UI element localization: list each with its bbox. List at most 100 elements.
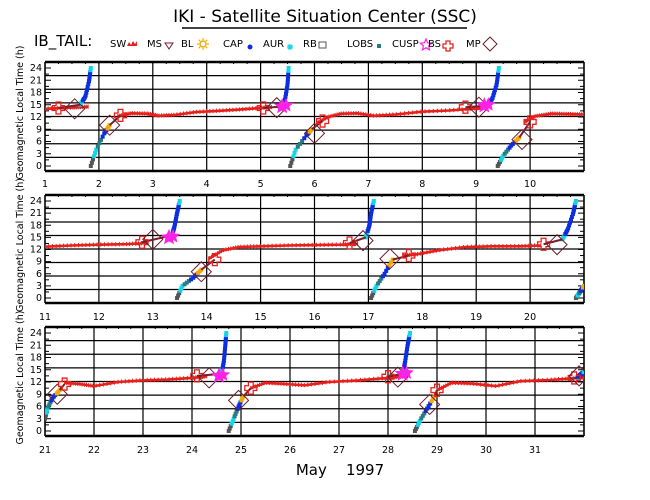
y-axis-title: Geomagnetic Local Time (h)	[15, 311, 26, 445]
cap-point	[365, 228, 370, 233]
cap-point	[286, 71, 291, 76]
x-tick-label: 15	[255, 312, 267, 323]
cap-point	[493, 85, 498, 90]
x-tick-label: 2	[96, 179, 102, 190]
lobs-point	[46, 404, 51, 409]
cap-point	[222, 349, 227, 354]
legend: SW MS BL CAP AUR RB LOBS CUSP BS MP	[110, 36, 498, 52]
bs-marker	[51, 101, 66, 115]
aur-symbol-stroke	[287, 44, 293, 50]
cap-point	[367, 220, 372, 225]
cap-point	[494, 80, 499, 85]
mp-marker	[63, 98, 86, 120]
cap-point	[285, 83, 290, 88]
cap-point	[86, 79, 91, 84]
aur-point	[573, 201, 578, 206]
sw-symbol-icon	[127, 41, 137, 46]
legend-item-mp: MP	[466, 36, 498, 52]
cap-point	[223, 337, 228, 342]
lobs-point	[186, 279, 191, 284]
y-tick-label: 24	[30, 328, 42, 339]
mp-marker	[568, 365, 584, 387]
bl-point	[239, 398, 244, 403]
cap-point	[566, 226, 571, 231]
bl-symbol-icon	[197, 38, 209, 50]
x-tick-label: 17	[362, 312, 374, 323]
bl-point	[431, 396, 436, 401]
cap-point	[220, 365, 225, 370]
legend-label: SW	[110, 39, 126, 50]
legend-item-lobs: LOBS	[347, 39, 381, 50]
cap-point	[176, 205, 181, 210]
x-tick-label: 11	[39, 312, 51, 323]
legend-label: CUSP	[392, 39, 419, 50]
rb-point	[495, 164, 500, 168]
cap-point	[507, 145, 512, 150]
rb-point	[228, 424, 233, 429]
y-tick-label: 21	[30, 75, 42, 86]
rb-point	[45, 414, 48, 419]
cap-point	[567, 223, 572, 228]
cap-point	[491, 93, 496, 98]
aur-point	[416, 420, 421, 425]
bl-symbol-ray	[198, 46, 201, 49]
lobs-point	[422, 411, 427, 416]
x-tick-label: 7	[365, 179, 371, 190]
cap-point	[221, 363, 226, 368]
lobs-point	[297, 141, 302, 146]
y-tick-label: 0	[36, 426, 42, 437]
cap-point	[86, 82, 91, 87]
cap-point	[284, 86, 289, 91]
aur-point	[408, 331, 413, 335]
cap-point	[174, 211, 179, 216]
rb-point	[45, 416, 47, 421]
aur-point	[573, 199, 578, 203]
cap-point	[286, 74, 291, 79]
mp-marker	[190, 261, 213, 283]
mp-marker	[352, 229, 374, 252]
rb-point	[45, 412, 48, 417]
rb-point	[289, 160, 294, 165]
bs-marker	[458, 100, 473, 114]
ms-segment	[543, 238, 563, 246]
legend-item-bl: BL	[181, 38, 209, 50]
bs-symbol-icon	[442, 40, 454, 52]
cap-point	[369, 209, 374, 214]
cap-point	[571, 209, 576, 214]
x-tick-label: 19	[470, 312, 482, 323]
y-tick-label: 9	[36, 389, 42, 400]
cap-point	[49, 398, 54, 403]
x-tick-label: 9	[473, 179, 479, 190]
aur-point	[286, 66, 291, 70]
x-tick-label: 18	[416, 312, 428, 323]
aur-point	[179, 286, 184, 291]
x-tick-label: 26	[284, 445, 296, 456]
cap-point	[223, 341, 228, 346]
lobs-point	[506, 147, 511, 152]
legend-item-aur: AUR	[263, 39, 293, 50]
cap-point	[406, 337, 411, 342]
cap-point	[174, 214, 179, 219]
cap-point	[402, 363, 407, 368]
x-tick-label: 10	[524, 179, 536, 190]
legend-label: BL	[181, 39, 194, 50]
aur-point	[45, 408, 49, 413]
cap-point	[370, 203, 375, 208]
x-tick-label: 5	[258, 179, 264, 190]
lobs-symbol-icon	[377, 44, 381, 48]
aur-point	[501, 153, 506, 158]
rb-point	[88, 164, 93, 168]
mp-marker	[142, 228, 164, 251]
mp-marker	[98, 114, 121, 136]
y-tick-label: 15	[30, 100, 42, 111]
x-axis-label: May 1997	[296, 461, 384, 479]
aur-point	[293, 147, 298, 152]
mp-marker	[418, 393, 441, 416]
aur-symbol-icon	[287, 44, 293, 50]
aur-point	[224, 331, 229, 335]
cap-point	[404, 349, 409, 354]
x-tick-label: 31	[529, 445, 541, 456]
cap-point	[223, 344, 228, 349]
y-tick-label: 9	[36, 124, 42, 135]
